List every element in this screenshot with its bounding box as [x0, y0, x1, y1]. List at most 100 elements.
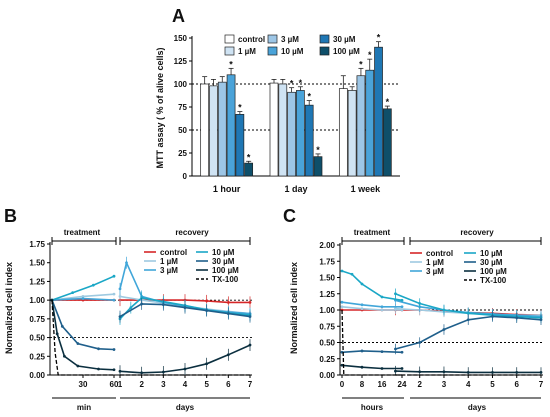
y-tick-label: 1.50	[319, 274, 335, 283]
series-point	[380, 295, 384, 299]
series-point	[112, 298, 116, 302]
series-point	[380, 367, 384, 370]
series-line-treatment	[341, 309, 402, 376]
series-line-treatment	[51, 299, 115, 371]
significance-marker: *	[299, 78, 303, 88]
x-tick-label: 24	[398, 380, 407, 389]
y-tick-label: 0.50	[319, 339, 335, 348]
bar	[356, 75, 366, 177]
panel-b-xunit-days: days	[176, 403, 195, 412]
series-line-treatment	[341, 350, 403, 354]
panel-b-ylabel: Normalized cell index	[4, 262, 14, 354]
series-point	[97, 347, 100, 351]
y-tick-label: 0.50	[29, 334, 45, 343]
bar	[287, 91, 296, 177]
x-tick-label: 0	[340, 380, 345, 389]
x-tick-label: 3	[442, 380, 447, 389]
legend-label: 1 µM	[238, 47, 256, 56]
bar	[338, 88, 348, 177]
y-tick-label: 100	[174, 80, 188, 89]
x-tick-label: 1 day	[284, 184, 307, 194]
x-tick-label: 8	[360, 380, 365, 389]
bar	[269, 82, 279, 177]
significance-marker: *	[229, 59, 233, 69]
legend-swatch	[319, 34, 330, 44]
y-tick-label: 50	[178, 126, 187, 135]
series-point	[380, 308, 384, 312]
y-tick-label: 150	[174, 34, 188, 43]
legend-label: control	[238, 35, 265, 44]
panel-b-treatment-label: treatment	[64, 228, 101, 237]
series-point	[340, 305, 344, 309]
series-point	[112, 292, 116, 296]
legend-swatch	[224, 46, 235, 56]
x-tick-label: 6	[515, 380, 520, 389]
series-point	[400, 305, 404, 309]
significance-marker: *	[359, 59, 363, 69]
legend-label: 10 µM	[480, 249, 503, 258]
bar	[382, 108, 392, 177]
series-point	[76, 364, 80, 368]
series-point	[340, 300, 344, 304]
y-tick-label: 1.25	[29, 277, 45, 286]
panel-label-a: A	[172, 6, 185, 26]
series-point	[340, 363, 344, 367]
series-line-treatment	[51, 300, 114, 376]
series-point	[63, 354, 66, 358]
significance-marker: *	[247, 152, 251, 162]
panel-c-treatment-label: treatment	[354, 228, 391, 237]
y-tick-label: 0.25	[29, 352, 45, 361]
y-tick-label: 1.75	[29, 240, 45, 249]
panel-b-xunit-min: min	[77, 403, 91, 412]
y-tick-label: 1.25	[319, 290, 335, 299]
bar	[200, 83, 210, 177]
series-point	[55, 332, 59, 336]
legend-label: 3 µM	[160, 266, 178, 275]
panel-a-ylabel: MTT assay ( % of alive cells)	[155, 47, 165, 168]
legend-swatch	[224, 34, 235, 44]
series-line-treatment	[341, 364, 402, 370]
y-tick-label: 0	[183, 172, 188, 181]
y-tick-label: 0.25	[319, 355, 335, 364]
series-point	[400, 308, 404, 312]
series-point	[380, 350, 384, 353]
x-tick-label: 1 week	[351, 184, 382, 194]
series-point	[360, 349, 364, 353]
x-tick-label: 7	[248, 380, 253, 389]
bar	[313, 156, 323, 177]
series-line-treatment	[51, 275, 115, 301]
panel-b-plot: 0.00 0.25 0.50 0.75 1.00 1.25 1.50 1.75 30 60 1 2 3 4…	[29, 237, 253, 399]
series-point	[81, 295, 85, 298]
x-tick-label: 2	[417, 380, 422, 389]
series-point	[360, 365, 364, 369]
series-point	[71, 291, 75, 295]
legend-label: control	[426, 249, 453, 258]
y-tick-label: 1.50	[29, 259, 45, 268]
y-tick-label: 0.75	[29, 315, 45, 324]
y-tick-label: 2.00	[319, 241, 335, 250]
x-tick-label: 6	[226, 380, 231, 389]
significance-marker: *	[307, 92, 311, 102]
panel-c-xunit-hours: hours	[361, 403, 384, 412]
bar	[209, 85, 218, 177]
legend-label: 1 µM	[160, 257, 178, 266]
legend-label: 30 µM	[333, 35, 356, 44]
x-tick-label: 4	[466, 380, 471, 389]
panel-a-plot: 0 25 50 75 100 125 150 * * * 1 hour * * * * 1 day * * * * 1 …	[174, 33, 400, 194]
panel-label-b: B	[4, 206, 17, 226]
bar	[235, 114, 245, 177]
significance-marker: *	[316, 145, 320, 155]
panel-c-ylabel: Normalized cell index	[289, 262, 299, 354]
bar	[296, 90, 305, 177]
y-tick-label: 1.00	[319, 306, 335, 315]
legend-swatch	[319, 46, 330, 56]
legend-label: 100 µM	[480, 267, 507, 276]
series-point	[360, 282, 364, 286]
x-tick-label: 2	[139, 380, 144, 389]
series-point	[76, 342, 80, 345]
y-tick-label: 25	[178, 149, 187, 158]
series-line-treatment	[341, 270, 403, 302]
legend-label: 3 µM	[281, 35, 299, 44]
bar	[278, 83, 288, 177]
